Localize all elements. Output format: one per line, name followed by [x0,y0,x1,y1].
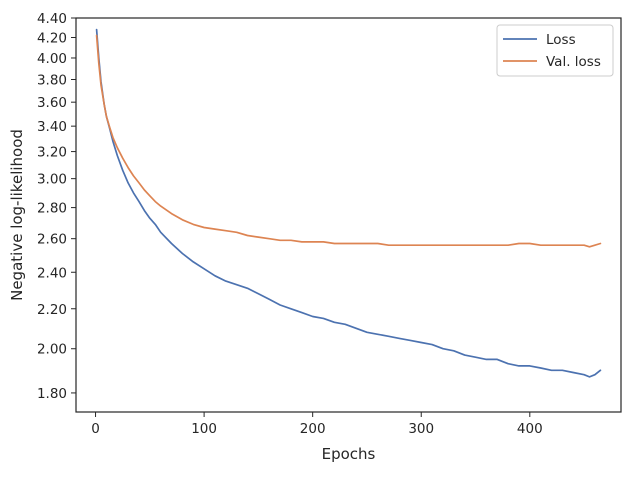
y-tick-label: 2.60 [37,232,67,248]
x-tick-label: 400 [517,421,543,437]
y-tick-label: 2.20 [37,302,67,318]
y-tick-label: 3.20 [37,145,67,161]
series-line-loss [95,28,602,378]
y-tick-label: 3.60 [37,95,67,111]
x-tick-label: 100 [191,421,217,437]
legend-box [496,24,614,77]
legend-label-loss: Loss [546,32,576,48]
y-axis: 1.80 2.00 2.20 2.40 2.60 2.80 3.00 3.20 3.40 3.60… [37,11,76,402]
y-tick-label: 2.00 [37,342,67,358]
x-axis: 0 100 200 300 400 [91,412,543,437]
series-line-val-loss [95,34,602,248]
y-tick-label: 2.80 [37,201,67,217]
y-tick-label: 2.40 [37,265,67,281]
x-axis-label: Epochs [322,445,376,463]
y-tick-label: 3.00 [37,172,67,188]
legend: Loss Val. loss [496,24,614,77]
x-tick-label: 0 [91,421,100,437]
plot-frame [75,17,622,413]
x-tick-label: 300 [408,421,434,437]
y-tick-label: 3.80 [37,72,67,88]
x-tick-label: 200 [300,421,326,437]
y-tick-label: 3.40 [37,119,67,135]
y-tick-label: 4.40 [37,11,67,27]
y-tick-label: 4.00 [37,51,67,67]
y-axis-label: Negative log-likelihood [8,129,26,301]
legend-label-val-loss: Val. loss [546,54,601,70]
y-tick-label: 1.80 [37,386,67,402]
series-layer [95,28,602,378]
y-tick-label: 4.20 [37,31,67,47]
